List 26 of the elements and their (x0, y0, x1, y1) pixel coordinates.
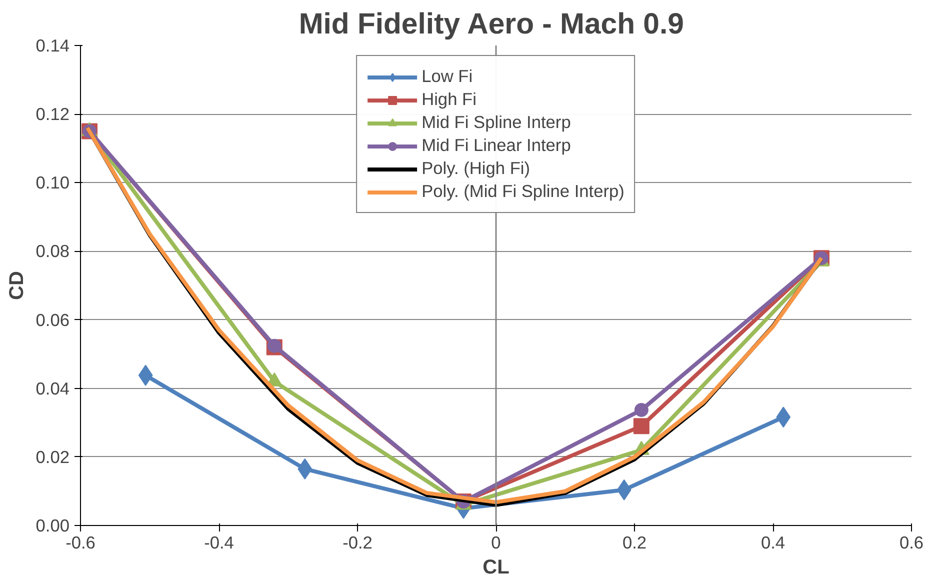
legend-label: Poly. (Mid Fi Spline Interp) (422, 181, 624, 202)
point (634, 402, 648, 417)
y-tick-label: 0.06 (36, 310, 70, 330)
y-axis-title: CD (6, 271, 28, 300)
legend-label: Mid Fi Spline Interp (422, 112, 571, 133)
x-tick-label: 0.6 (899, 532, 924, 552)
y-tick-label: 0.12 (36, 104, 70, 124)
point (633, 418, 650, 434)
x-tick-label: 0 (491, 532, 501, 552)
y-tick-label: 0.00 (36, 516, 70, 536)
legend-label: Poly. (High Fi) (422, 158, 530, 179)
x-tick-label: -0.4 (204, 532, 234, 552)
legend-label: Low Fi (422, 66, 473, 87)
y-tick-label: 0.04 (36, 378, 70, 398)
y-tick-label: 0.14 (36, 36, 70, 56)
x-tick-label: -0.2 (342, 532, 372, 552)
x-tick-label: -0.6 (66, 532, 96, 552)
legend-label: Mid Fi Linear Interp (422, 135, 571, 156)
y-tick-label: 0.10 (36, 172, 70, 193)
legend-label: High Fi (422, 89, 476, 110)
x-tick-label: 0.2 (622, 532, 647, 552)
x-axis-title: CL (482, 556, 510, 578)
y-tick-label: 0.02 (36, 446, 70, 467)
x-tick-label: 0.4 (760, 532, 786, 552)
y-tick-label: 0.08 (36, 241, 70, 262)
chart-title: Mid Fidelity Aero - Mach 0.9 (298, 8, 684, 40)
